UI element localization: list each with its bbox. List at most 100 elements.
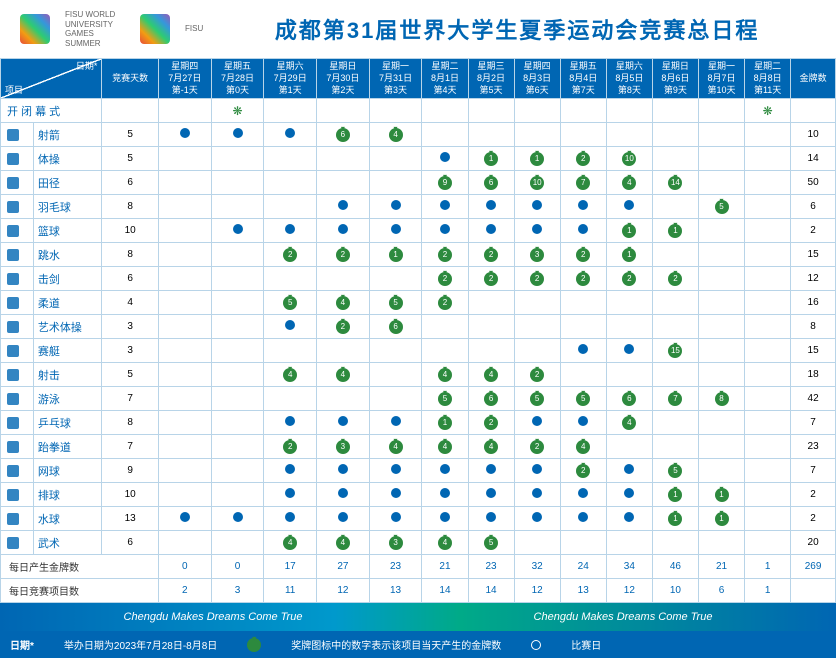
competition-dot: [578, 512, 588, 522]
sport-gold: 50: [791, 171, 836, 195]
summary-val: 46: [652, 555, 698, 579]
competition-dot: [180, 128, 190, 138]
medal-badge: 14: [668, 176, 682, 190]
sport-gold: 15: [791, 339, 836, 363]
medal-badge: 2: [438, 296, 452, 310]
sport-icon: [7, 345, 19, 357]
competition-dot: [486, 464, 496, 474]
sport-gold: 2: [791, 507, 836, 531]
sport-days: 6: [102, 267, 159, 291]
summary-val: 6: [698, 579, 744, 603]
sport-row: 乒乓球81247: [1, 411, 836, 435]
sport-icon: [7, 441, 19, 453]
sport-name: 艺术体操: [33, 315, 101, 339]
competition-dot: [624, 512, 634, 522]
competition-dot: [338, 488, 348, 498]
sport-name: 击剑: [33, 267, 101, 291]
sport-gold: 10: [791, 123, 836, 147]
sport-icon: [7, 201, 19, 213]
col-date-9: 星期六8月5日第8天: [606, 59, 652, 99]
summary-val: 12: [514, 579, 560, 603]
summary-val: 17: [264, 555, 317, 579]
competition-dot: [338, 200, 348, 210]
competition-dot: [285, 512, 295, 522]
corner-cell: 日期* 项目: [1, 59, 102, 99]
summary-val: 1: [745, 555, 791, 579]
competition-dot: [532, 464, 542, 474]
medal-badge: 1: [484, 152, 498, 166]
medal-badge: 4: [438, 440, 452, 454]
competition-dot: [578, 224, 588, 234]
competition-dot: [440, 152, 450, 162]
summary-val: 13: [560, 579, 606, 603]
summary-val: 0: [211, 555, 264, 579]
sport-days: 5: [102, 123, 159, 147]
sport-row: 赛艇31515: [1, 339, 836, 363]
medal-badge: 4: [438, 368, 452, 382]
sport-days: 10: [102, 219, 159, 243]
page-title: 成都第31届世界大学生夏季运动会竞赛总日程: [218, 13, 816, 45]
medal-badge: 4: [336, 368, 350, 382]
schedule-table: 日期* 项目 竞赛天数 星期四7月27日第-1天星期五7月28日第0天星期六7月…: [0, 58, 836, 603]
sport-row: 艺术体操3268: [1, 315, 836, 339]
banner-right: Chengdu Makes Dreams Come True: [534, 611, 713, 623]
competition-dot: [285, 464, 295, 474]
sport-icon: [7, 369, 19, 381]
banner-left: Chengdu Makes Dreams Come True: [124, 611, 303, 623]
col-date-11: 星期一8月7日第10天: [698, 59, 744, 99]
logo-text: FISU WORLD UNIVERSITY GAMES SUMMER: [65, 10, 125, 48]
firework-icon: ❋: [232, 104, 242, 118]
competition-dot: [285, 416, 295, 426]
summary-total: [791, 579, 836, 603]
summary-label: 每日竞赛项目数: [1, 579, 159, 603]
col-date-4: 星期一7月31日第3天: [369, 59, 422, 99]
medal-badge: 4: [484, 368, 498, 382]
sport-days: 9: [102, 459, 159, 483]
medal-badge: 1: [530, 152, 544, 166]
sport-icon: [7, 321, 19, 333]
competition-dot: [532, 512, 542, 522]
fisu-text: FISU: [185, 24, 203, 34]
medal-badge: 2: [530, 368, 544, 382]
medal-badge: 6: [484, 392, 498, 406]
competition-dot: [233, 512, 243, 522]
medal-badge: 6: [622, 392, 636, 406]
sport-name: 射击: [33, 363, 101, 387]
medal-badge: 2: [438, 272, 452, 286]
sport-row: 网球9257: [1, 459, 836, 483]
sport-row: 跆拳道7234442423: [1, 435, 836, 459]
medal-badge: 6: [484, 176, 498, 190]
summary-val: 14: [468, 579, 514, 603]
sport-name: 游泳: [33, 387, 101, 411]
col-date-7: 星期四8月3日第6天: [514, 59, 560, 99]
col-date-1: 星期五7月28日第0天: [211, 59, 264, 99]
sport-gold: 42: [791, 387, 836, 411]
competition-dot: [532, 224, 542, 234]
sport-name: 排球: [33, 483, 101, 507]
sport-gold: 8: [791, 315, 836, 339]
fisu-logo-icon: [140, 14, 170, 44]
summary-total: 269: [791, 555, 836, 579]
sport-gold: 12: [791, 267, 836, 291]
sport-row: 羽毛球856: [1, 195, 836, 219]
medal-badge: 5: [530, 392, 544, 406]
col-date-5: 星期二8月1日第4天: [422, 59, 468, 99]
legend: 日期* 举办日期为2023年7月28日-8月8日 奖牌图标中的数字表示该项目当天…: [0, 631, 836, 658]
sport-row: 水球13112: [1, 507, 836, 531]
sport-name: 射箭: [33, 123, 101, 147]
medal-badge: 8: [715, 392, 729, 406]
sport-icon: [7, 129, 19, 141]
summary-val: 27: [317, 555, 370, 579]
sport-icon: [7, 393, 19, 405]
medal-badge: 1: [668, 224, 682, 238]
sport-days: 7: [102, 435, 159, 459]
medal-badge: 2: [484, 416, 498, 430]
summary-val: 21: [698, 555, 744, 579]
sport-row: 游泳7565567842: [1, 387, 836, 411]
competition-dot: [486, 200, 496, 210]
sport-days: 13: [102, 507, 159, 531]
summary-val: 23: [369, 555, 422, 579]
competition-dot: [440, 200, 450, 210]
sport-icon: [7, 297, 19, 309]
competition-dot: [338, 464, 348, 474]
